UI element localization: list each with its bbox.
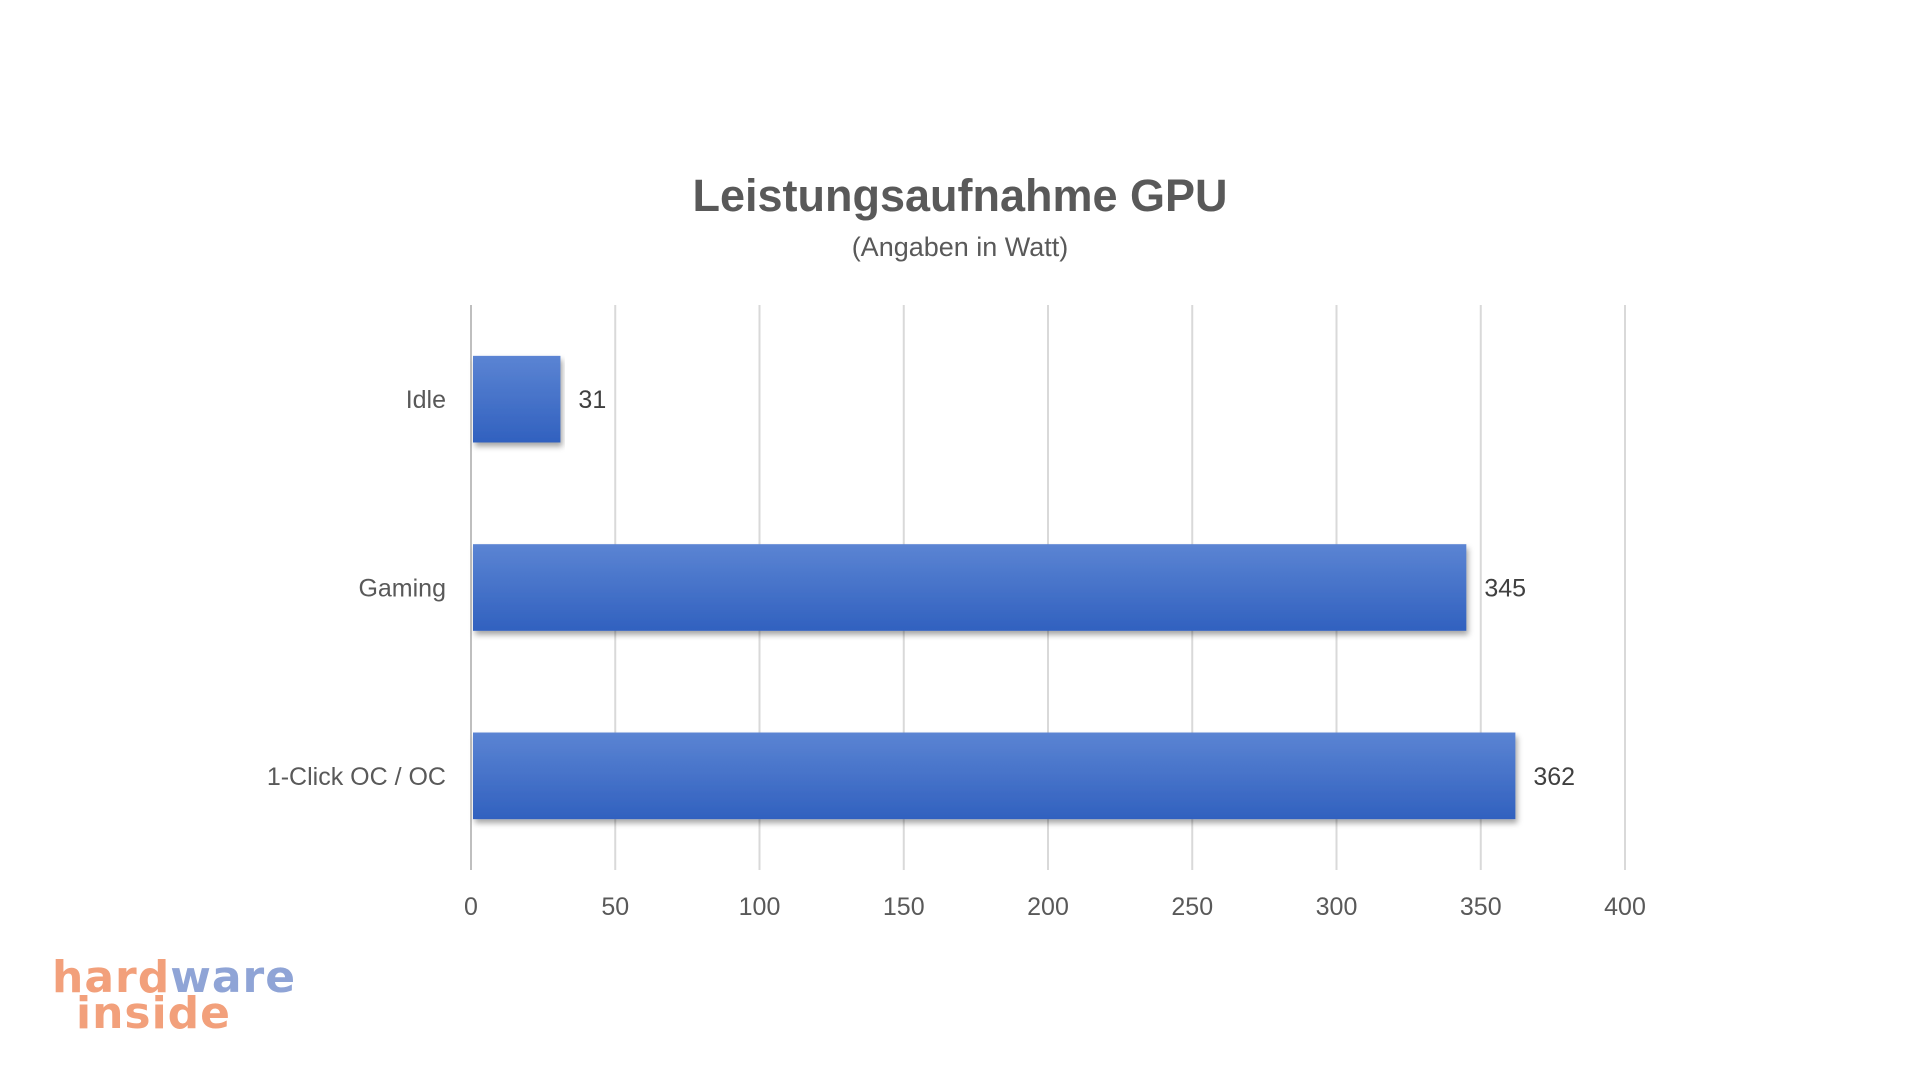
x-tick-label: 100	[739, 893, 781, 921]
data-label: 345	[1484, 575, 1526, 603]
x-tick-label: 250	[1171, 893, 1213, 921]
chart-subtitle: (Angaben in Watt)	[851, 232, 1069, 262]
logo-text-ware: ware	[170, 952, 297, 1003]
bar	[473, 355, 561, 443]
bar	[473, 544, 1467, 631]
category-label: Idle	[406, 386, 446, 414]
logo-text-inside: inside	[76, 988, 232, 1040]
category-label: 1-Click OC / OC	[267, 763, 446, 791]
category-label: Gaming	[358, 575, 446, 603]
x-tick-label: 350	[1460, 893, 1502, 921]
bars	[473, 355, 1516, 820]
logo-text-hard: hard	[52, 952, 171, 1003]
labels: 0 50 100 150 200 250 300 350 400 Idle 31 Gaming 345 1…	[267, 386, 1646, 921]
hardware-inside-logo: hardware inside	[52, 956, 296, 1040]
x-tick-label: 400	[1604, 893, 1646, 921]
x-tick-label: 150	[883, 893, 925, 921]
chart-title: Leistungsaufnahme GPU	[692, 170, 1228, 221]
bar	[473, 732, 1516, 820]
x-tick-label: 0	[464, 893, 478, 921]
data-label: 362	[1533, 763, 1575, 791]
x-tick-label: 200	[1027, 893, 1069, 921]
x-tick-label: 300	[1316, 893, 1358, 921]
x-tick-label: 50	[601, 893, 629, 921]
data-label: 31	[578, 386, 606, 414]
